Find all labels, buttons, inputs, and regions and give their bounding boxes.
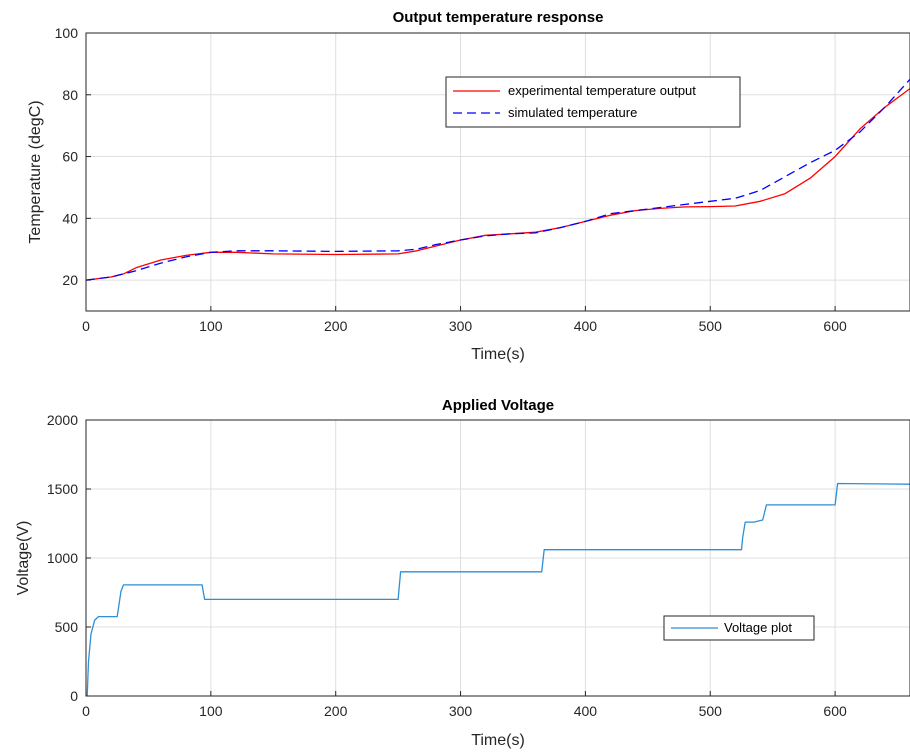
x-tick-label: 200 bbox=[324, 318, 348, 334]
x-tick-label: 500 bbox=[699, 703, 723, 719]
plot-frame bbox=[85, 419, 910, 697]
plot-frame bbox=[85, 32, 910, 312]
x-tick-label: 300 bbox=[449, 318, 473, 334]
series-line-voltage-plot bbox=[86, 482, 910, 696]
x-tick-label: 0 bbox=[82, 703, 90, 719]
y-tick-label: 80 bbox=[62, 87, 78, 103]
voltage-series bbox=[85, 419, 910, 697]
x-tick-label: 200 bbox=[324, 703, 348, 719]
voltage-x-axis-label: Time(s) bbox=[471, 732, 525, 749]
temperature-series bbox=[85, 32, 910, 312]
x-tick-label: 100 bbox=[199, 318, 223, 334]
temperature-chart: 0 100 200 300 400 500 600 20 40 60 80 100 Output te… bbox=[27, 9, 910, 363]
y-tick-label: 2000 bbox=[47, 412, 78, 428]
voltage-legend[interactable]: Voltage plot bbox=[663, 615, 815, 641]
temperature-legend[interactable]: experimental temperature output simulate… bbox=[445, 76, 741, 128]
voltage-y-axis-label: Voltage(V) bbox=[15, 521, 32, 596]
y-tick-label: 500 bbox=[55, 619, 79, 635]
voltage-axis-ticks: 0 100 200 300 400 500 600 0 500 1000 1500 2000 bbox=[47, 412, 847, 719]
voltage-grid bbox=[86, 420, 910, 696]
legend-label-experimental: experimental temperature output bbox=[508, 83, 696, 98]
y-tick-label: 100 bbox=[55, 25, 79, 41]
x-tick-label: 0 bbox=[82, 318, 90, 334]
temperature-y-axis-label: Temperature (degC) bbox=[27, 100, 44, 243]
x-tick-label: 500 bbox=[699, 318, 723, 334]
series-line-simulated-temperature bbox=[86, 78, 910, 281]
y-tick-label: 40 bbox=[62, 210, 78, 226]
y-tick-label: 20 bbox=[62, 272, 78, 288]
y-tick-label: 1500 bbox=[47, 481, 78, 497]
x-tick-label: 600 bbox=[823, 318, 847, 334]
temperature-x-axis-label: Time(s) bbox=[471, 346, 525, 363]
temperature-chart-title: Output temperature response bbox=[393, 9, 604, 26]
voltage-chart: 0 100 200 300 400 500 600 0 500 1000 1500 2000 Appl… bbox=[15, 397, 910, 749]
voltage-chart-title: Applied Voltage bbox=[442, 397, 554, 414]
legend-label-voltage: Voltage plot bbox=[724, 620, 792, 635]
y-tick-label: 60 bbox=[62, 149, 78, 165]
temperature-legend-box bbox=[445, 76, 741, 128]
x-tick-label: 600 bbox=[823, 703, 847, 719]
x-tick-label: 400 bbox=[574, 318, 598, 334]
x-tick-label: 400 bbox=[574, 703, 598, 719]
temperature-plot-area bbox=[85, 32, 910, 312]
x-tick-label: 300 bbox=[449, 703, 473, 719]
x-tick-label: 100 bbox=[199, 703, 223, 719]
y-tick-label: 1000 bbox=[47, 550, 78, 566]
y-tick-label: 0 bbox=[70, 688, 78, 704]
temperature-axis-ticks: 0 100 200 300 400 500 600 20 40 60 80 100 bbox=[55, 25, 847, 334]
legend-label-simulated: simulated temperature bbox=[508, 105, 637, 120]
